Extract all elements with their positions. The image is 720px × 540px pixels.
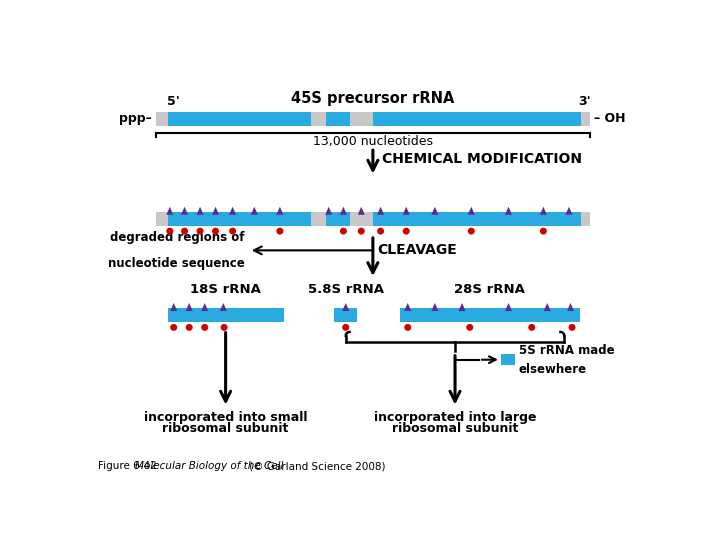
Polygon shape — [459, 303, 466, 311]
Text: ribosomal subunit: ribosomal subunit — [392, 422, 518, 435]
Polygon shape — [276, 207, 284, 215]
Text: Molecular Biology of the Cell: Molecular Biology of the Cell — [135, 461, 284, 471]
Text: CLEAVAGE: CLEAVAGE — [377, 244, 457, 258]
Polygon shape — [170, 303, 177, 311]
Text: 5S rRNA made: 5S rRNA made — [518, 343, 614, 356]
Circle shape — [340, 228, 347, 234]
Text: 13,000 nucleotides: 13,000 nucleotides — [313, 135, 433, 148]
Bar — [168, 112, 311, 126]
Text: 45S precursor rRNA: 45S precursor rRNA — [291, 91, 454, 106]
Bar — [168, 308, 284, 322]
Polygon shape — [340, 207, 347, 215]
Circle shape — [569, 324, 575, 331]
Polygon shape — [325, 207, 332, 215]
Bar — [500, 354, 515, 365]
Polygon shape — [540, 207, 547, 215]
Circle shape — [528, 324, 535, 331]
Polygon shape — [181, 207, 188, 215]
Bar — [334, 308, 357, 322]
Polygon shape — [544, 303, 551, 311]
Text: ribosomal subunit: ribosomal subunit — [163, 422, 289, 435]
Circle shape — [276, 228, 284, 234]
Text: 28S rRNA: 28S rRNA — [454, 283, 526, 296]
Text: nucleotide sequence: nucleotide sequence — [108, 256, 245, 269]
Circle shape — [212, 228, 219, 234]
Circle shape — [181, 228, 188, 234]
Polygon shape — [186, 303, 193, 311]
Bar — [326, 112, 350, 126]
Circle shape — [404, 324, 411, 331]
Circle shape — [377, 228, 384, 234]
Text: 5': 5' — [166, 95, 179, 108]
Polygon shape — [404, 303, 411, 311]
Bar — [373, 112, 580, 126]
Polygon shape — [197, 207, 204, 215]
Text: CHEMICAL MODIFICATION: CHEMICAL MODIFICATION — [382, 152, 582, 166]
Polygon shape — [212, 207, 219, 215]
Circle shape — [170, 324, 177, 331]
Polygon shape — [166, 207, 174, 215]
Circle shape — [468, 228, 474, 234]
Polygon shape — [505, 303, 512, 311]
Text: ppp–: ppp– — [120, 112, 152, 125]
Polygon shape — [377, 207, 384, 215]
Circle shape — [402, 228, 410, 234]
Circle shape — [467, 324, 473, 331]
Polygon shape — [505, 207, 512, 215]
Polygon shape — [565, 207, 572, 215]
Polygon shape — [220, 303, 227, 311]
Bar — [168, 212, 311, 226]
Polygon shape — [229, 207, 236, 215]
Circle shape — [201, 324, 208, 331]
Polygon shape — [431, 303, 438, 311]
Circle shape — [358, 228, 365, 234]
Text: 5.8S rRNA: 5.8S rRNA — [307, 283, 384, 296]
Circle shape — [229, 228, 236, 234]
Circle shape — [166, 228, 174, 234]
Bar — [156, 212, 590, 226]
Polygon shape — [567, 303, 574, 311]
Polygon shape — [201, 303, 208, 311]
Circle shape — [197, 228, 204, 234]
Bar — [400, 308, 580, 322]
Text: incorporated into small: incorporated into small — [144, 410, 307, 423]
Text: 3': 3' — [578, 95, 591, 108]
Text: degraded regions of: degraded regions of — [110, 231, 245, 244]
Polygon shape — [402, 207, 410, 215]
Polygon shape — [251, 207, 258, 215]
Text: incorporated into large: incorporated into large — [374, 410, 536, 423]
Polygon shape — [431, 207, 438, 215]
Text: (© Garland Science 2008): (© Garland Science 2008) — [246, 461, 385, 471]
Text: elsewhere: elsewhere — [518, 363, 587, 376]
Circle shape — [540, 228, 547, 234]
Polygon shape — [468, 207, 474, 215]
Text: Figure 6-42: Figure 6-42 — [98, 461, 163, 471]
Bar — [326, 212, 350, 226]
Text: 18S rRNA: 18S rRNA — [190, 283, 261, 296]
Polygon shape — [358, 207, 365, 215]
Polygon shape — [342, 303, 349, 311]
Text: – OH: – OH — [594, 112, 625, 125]
Circle shape — [220, 324, 228, 331]
Bar — [156, 112, 590, 126]
Bar — [373, 212, 580, 226]
Circle shape — [342, 324, 349, 331]
Circle shape — [186, 324, 193, 331]
